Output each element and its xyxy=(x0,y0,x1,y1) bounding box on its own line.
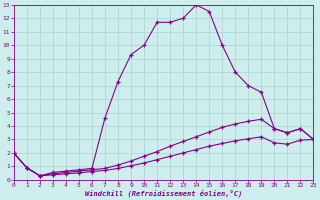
X-axis label: Windchill (Refroidissement éolien,°C): Windchill (Refroidissement éolien,°C) xyxy=(85,190,242,197)
